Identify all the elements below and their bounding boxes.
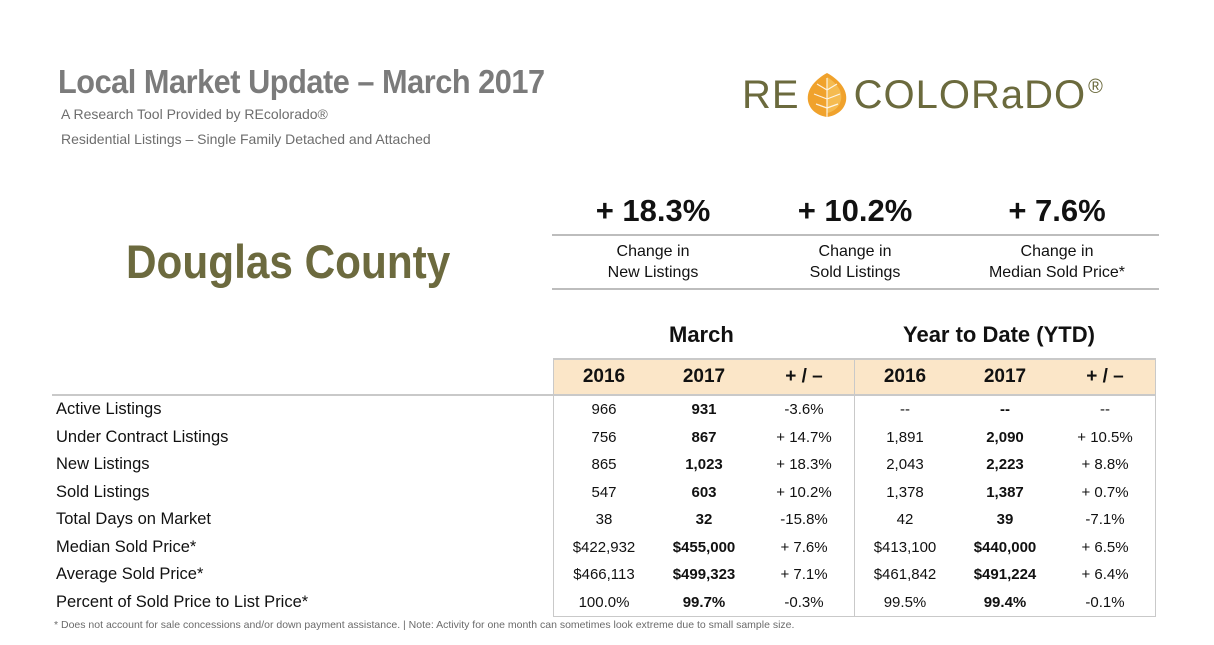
table-cell: + 6.4%	[1055, 561, 1156, 589]
table-cell: 2,223	[986, 456, 1024, 474]
kpi-median-price-label: Change in Median Sold Price*	[988, 243, 1126, 281]
logo-text-re: RE	[742, 73, 800, 117]
table-cell: 931	[691, 401, 717, 419]
column-header: 2017	[654, 358, 754, 396]
row-label: Active Listings	[56, 400, 162, 419]
table-cell: + 18.3%	[754, 451, 855, 479]
subtitle-listing-type: Residential Listings – Single Family Det…	[61, 131, 431, 147]
column-header: 2016	[854, 358, 955, 396]
table-cell: $461,842	[873, 566, 937, 584]
table-row: Under Contract Listings 756 867 + 14.7% 1,89…	[52, 423, 1156, 451]
subtitle-provider: A Research Tool Provided by REcolorado®	[61, 106, 328, 122]
table-cell: + 6.5%	[1055, 533, 1156, 561]
table-cell: --	[900, 401, 910, 419]
table-cell: 2,043	[886, 456, 924, 474]
section-ytd-header: Year to Date (YTD)	[903, 322, 1095, 347]
table-cell: --	[1000, 401, 1010, 419]
table-cell: --	[1055, 395, 1156, 424]
table-row: Average Sold Price* $466,113 $499,323 + 7.1…	[52, 561, 1156, 589]
row-label: Average Sold Price*	[56, 565, 204, 584]
table-cell: $422,932	[553, 533, 654, 561]
table-cell: 100.0%	[553, 588, 654, 617]
table-row: Median Sold Price* $422,932 $455,000 + 7.6%…	[52, 533, 1156, 561]
market-data-table: 2016 2017 + / – 2016 2017 + / – Active L…	[52, 358, 1156, 617]
table-cell: 547	[553, 478, 654, 506]
table-row: Percent of Sold Price to List Price* 100.…	[52, 588, 1156, 617]
table-cell: 1,891	[886, 428, 924, 446]
footnote: * Does not account for sale concessions …	[54, 619, 795, 631]
table-cell: 867	[691, 428, 717, 446]
table-cell: 603	[691, 483, 717, 501]
table-cell: 39	[996, 511, 1014, 529]
table-cell: 756	[553, 423, 654, 451]
kpi-new-listings-label: Change in New Listings	[607, 243, 699, 281]
table-cell: 2,090	[986, 428, 1024, 446]
table-cell: 1,023	[685, 456, 723, 474]
table-cell: 865	[553, 451, 654, 479]
page-title: Local Market Update – March 2017	[58, 63, 545, 100]
logo-text-colorado: COLORaDO	[853, 73, 1087, 117]
row-label: New Listings	[56, 455, 150, 474]
table-row: Sold Listings 547 603 + 10.2% 1,378 1,387 + 0.…	[52, 478, 1156, 506]
table-cell: $491,224	[973, 566, 1037, 584]
table-cell: $440,000	[973, 538, 1037, 556]
county-name: Douglas County	[126, 235, 451, 288]
column-header: 2016	[553, 358, 654, 396]
table-cell: + 8.8%	[1055, 451, 1156, 479]
aspen-leaf-icon	[807, 73, 846, 117]
row-label: Total Days on Market	[56, 510, 211, 529]
table-row: New Listings 865 1,023 + 18.3% 2,043 2,223 + 8…	[52, 451, 1156, 479]
kpi-sold-listings-label: Change in Sold Listings	[809, 243, 901, 281]
table-cell: 1,378	[886, 483, 924, 501]
table-cell: 38	[553, 506, 654, 534]
table-cell: 99.7%	[654, 588, 754, 617]
table-cell: -0.3%	[754, 588, 855, 617]
table-cell: + 14.7%	[754, 423, 855, 451]
column-header: 2017	[955, 358, 1055, 396]
row-label: Median Sold Price*	[56, 537, 197, 556]
table-row: Active Listings 966 931 -3.6% -- -- --	[52, 395, 1156, 424]
kpi-label-band: Change in New Listings Change in Sold Li…	[552, 234, 1159, 290]
table-cell: $466,113	[553, 561, 654, 589]
row-label: Under Contract Listings	[56, 427, 229, 446]
table-cell: + 7.1%	[754, 561, 855, 589]
table-cell: $455,000	[672, 538, 736, 556]
logo-registered-mark: ®	[1088, 76, 1103, 98]
table-cell: 1,387	[986, 483, 1024, 501]
row-label: Sold Listings	[56, 482, 150, 501]
table-cell: -15.8%	[754, 506, 855, 534]
kpi-summary: + 18.3% + 10.2% + 7.6% Change in New Lis…	[552, 188, 1159, 290]
table-cell: 99.5%	[854, 588, 955, 617]
table-cell: -0.1%	[1055, 588, 1156, 617]
table-cell: $413,100	[873, 538, 937, 556]
table-cell: + 10.2%	[754, 478, 855, 506]
table-row: Total Days on Market 38 32 -15.8% 42 39 -7.1%	[52, 506, 1156, 534]
column-header: + / –	[754, 358, 855, 396]
table-cell: -7.1%	[1055, 506, 1156, 534]
table-cell: $499,323	[672, 566, 736, 584]
recolorado-logo: RE COLORaDO ®	[742, 70, 1103, 120]
kpi-sold-listings-value: + 10.2%	[797, 193, 913, 228]
kpi-new-listings-value: + 18.3%	[595, 193, 711, 228]
table-cell: 42	[896, 511, 914, 529]
row-label: Percent of Sold Price to List Price*	[56, 593, 309, 611]
column-header: + / –	[1055, 358, 1156, 396]
table-cell: + 10.5%	[1055, 423, 1156, 451]
table-cell: 32	[695, 511, 713, 529]
table-cell: 99.4%	[955, 588, 1055, 617]
table-cell: + 7.6%	[754, 533, 855, 561]
table-cell: + 0.7%	[1055, 478, 1156, 506]
table-header-row: 2016 2017 + / – 2016 2017 + / –	[52, 358, 1156, 396]
kpi-median-price-value: + 7.6%	[1008, 193, 1106, 228]
table-cell: -3.6%	[754, 395, 855, 424]
table-cell: 966	[553, 395, 654, 424]
section-month-header: March	[669, 322, 734, 347]
